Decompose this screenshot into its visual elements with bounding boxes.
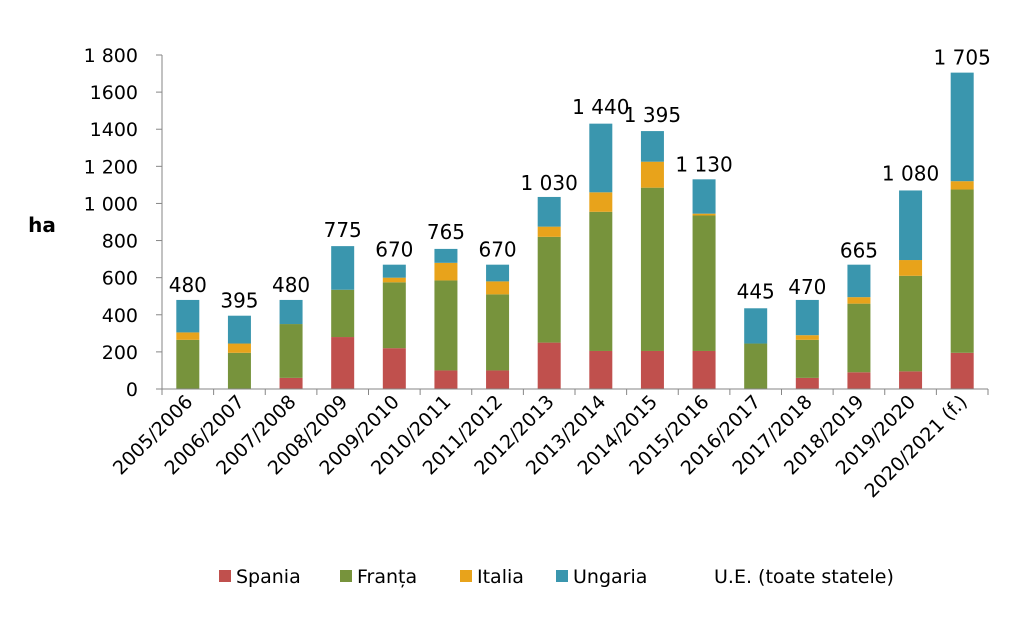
y-tick-label: 600 [102,268,138,290]
bar-segment-italia [692,213,716,216]
bar-segment-franta [227,352,251,389]
total-data-label: 395 [220,289,258,313]
bar-segment-spania [382,348,406,389]
bar-segment-spania [692,350,716,389]
bar-segment-spania [434,370,458,389]
axes [156,54,989,395]
bar-segment-spania [847,372,871,389]
y-axis-title: ha [28,213,56,237]
bar-segment-spania [899,371,923,389]
bar-segment-ungaria [950,72,974,182]
total-data-label: 765 [427,220,465,244]
bar-segment-italia [950,181,974,190]
bar-segment-italia [176,332,200,340]
total-data-label: 670 [478,238,516,262]
bar-segment-franta [744,343,768,389]
total-data-label: 470 [788,275,826,299]
bars [176,72,974,389]
bar-segment-franta [434,280,458,371]
bar-segment-italia [537,226,561,237]
bar-segment-franta [176,339,200,389]
bar-segment-franta [795,339,819,378]
bar-segment-ungaria [176,299,200,333]
y-tick-label: 400 [102,305,138,327]
bar-segment-ungaria [899,190,923,261]
bar-segment-ungaria [744,308,768,344]
total-data-label: 1 395 [624,103,681,127]
y-tick-label: 1 000 [84,193,138,215]
total-data-label: 1 440 [572,95,629,119]
bar-segment-italia [227,343,251,353]
bar-segment-ungaria [589,123,613,193]
bar-segment-ungaria [692,179,716,214]
bar-segment-franta [589,211,613,351]
bar-segment-spania [795,377,819,389]
legend-label: Italia [477,566,524,588]
legend-swatch [340,570,352,582]
y-tick-label: 1 200 [84,156,138,178]
bar-segment-ungaria [382,264,406,278]
total-data-label: 1 130 [675,152,732,176]
bar-segment-franta [847,303,871,373]
total-data-label: 480 [169,273,207,297]
bar-segment-franta [692,215,716,351]
bar-segment-ungaria [640,131,664,162]
bar-segment-franta [899,275,923,372]
bar-segment-spania [279,377,303,389]
bar-segment-ungaria [795,299,819,336]
total-data-label: 1 030 [521,171,578,195]
total-data-label: 665 [840,239,878,263]
bar-segment-spania [640,350,664,389]
bar-segment-italia [795,335,819,340]
legend: Spania Franța Italia Ungaria U.E. (toate sta… [219,566,894,588]
bar-segment-italia [589,192,613,212]
legend-label: Ungaria [573,566,647,588]
total-data-label: 480 [272,273,310,297]
bar-segment-ungaria [486,264,510,282]
y-tick-label: 1600 [90,82,138,104]
total-data-label: 445 [737,279,775,303]
y-tick-label: 800 [102,231,138,253]
legend-label-totals: U.E. (toate statele) [714,566,894,588]
bar-segment-franta [640,187,664,351]
bar-segment-ungaria [537,196,561,227]
bar-segment-ungaria [227,315,251,344]
bar-segment-franta [486,294,510,371]
bar-segment-italia [899,260,923,276]
bar-segment-spania [950,352,974,389]
bar-segment-ungaria [279,299,303,325]
total-data-label: 1 080 [882,162,939,186]
bar-segment-franta [382,282,406,349]
bar-segment-franta [331,289,355,338]
bar-segment-spania [537,342,561,389]
legend-swatch [460,570,472,582]
bar-segment-ungaria [434,248,458,263]
bar-segment-italia [434,262,458,281]
legend-swatch [219,570,231,582]
total-data-label: 670 [375,238,413,262]
bar-segment-italia [486,281,510,295]
bar-segment-ungaria [847,264,871,298]
y-tick-label: 1400 [90,119,138,141]
legend-label: Spania [236,566,301,588]
bar-segment-spania [331,337,355,389]
y-tick-label: 0 [126,379,138,401]
bar-segment-franta [279,324,303,378]
legend-swatch [556,570,568,582]
total-data-label: 775 [324,218,362,242]
bar-segment-spania [589,350,613,389]
bar-segment-spania [486,370,510,389]
bar-segment-italia [640,161,664,188]
bar-segment-franta [537,236,561,343]
bar-segment-italia [382,277,406,283]
total-data-label: 1 705 [934,46,991,70]
bar-segment-franta [950,189,974,353]
bar-segment-ungaria [331,246,355,290]
legend-label: Franța [357,566,417,588]
bar-segment-italia [847,297,871,304]
y-tick-label: 200 [102,342,138,364]
y-tick-label: 1 800 [84,45,138,67]
